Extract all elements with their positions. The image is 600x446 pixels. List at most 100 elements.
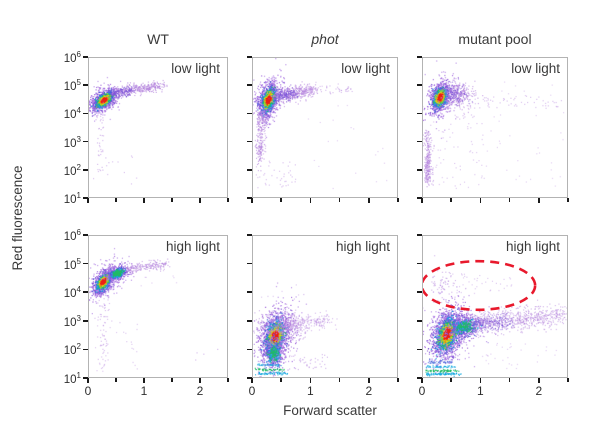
x-axis-tick — [567, 378, 569, 382]
y-axis-tick — [247, 140, 252, 143]
condition-label: low light — [171, 61, 220, 76]
y-axis-tick — [247, 112, 252, 115]
y-axis-tick — [247, 197, 252, 199]
x-axis-tick — [450, 378, 452, 382]
y-axis-tick — [417, 56, 422, 58]
density-scatter-canvas — [253, 236, 397, 377]
column-title-mutant-pool: mutant pool — [458, 31, 532, 47]
x-axis-tick — [397, 198, 399, 202]
density-scatter-canvas — [253, 58, 397, 197]
x-axis-tick — [567, 198, 569, 202]
x-axis-tick — [251, 378, 253, 383]
x-axis-tick — [251, 198, 253, 203]
x-axis-tick — [143, 198, 145, 203]
y-axis-tick — [83, 377, 88, 379]
y-tick-label: 102 — [63, 162, 81, 178]
y-axis-tick — [247, 262, 252, 265]
y-axis-tick — [247, 348, 252, 351]
y-axis-tick — [83, 262, 88, 265]
y-axis-tick — [247, 84, 252, 86]
x-axis-tick — [115, 198, 117, 202]
x-axis-tick — [368, 378, 370, 383]
condition-label: high light — [165, 239, 220, 254]
y-axis-tick — [247, 320, 252, 322]
x-tick-label: 1 — [477, 384, 484, 398]
y-tick-label: 101 — [63, 191, 81, 206]
x-axis-tick — [309, 198, 312, 203]
condition-label: high light — [505, 239, 560, 254]
x-tick-label: 0 — [84, 384, 92, 398]
x-axis-tick — [280, 198, 282, 202]
scatter-panel-wt-high-light: high light — [88, 235, 228, 378]
scatter-panel-wt-low-light: low light — [88, 57, 228, 198]
y-axis-tick — [83, 234, 88, 236]
y-axis-tick — [417, 112, 422, 115]
x-axis-tick — [368, 198, 370, 203]
x-axis-tick — [309, 378, 312, 383]
column-title-phot: phot — [311, 31, 339, 47]
y-axis-tick — [83, 84, 88, 86]
x-axis-tick — [143, 378, 145, 383]
y-axis-tick — [417, 348, 422, 351]
condition-label: low light — [341, 61, 390, 76]
x-axis-tick — [538, 378, 540, 383]
x-tick-label: 1 — [140, 384, 148, 398]
y-axis-tick — [417, 197, 422, 199]
x-axis-tick — [87, 198, 89, 203]
x-tick-label: 0 — [248, 384, 256, 398]
x-axis-tick — [508, 198, 511, 202]
y-tick-label: 105 — [63, 256, 81, 272]
y-tick-label: 103 — [63, 134, 81, 150]
x-axis-tick — [280, 378, 282, 382]
x-axis-tick — [450, 198, 452, 202]
y-axis-tick — [83, 140, 88, 143]
y-tick-label: 102 — [63, 342, 81, 358]
y-tick-label: 106 — [63, 228, 81, 243]
y-axis-tick — [417, 234, 422, 236]
x-tick-label: 2 — [365, 384, 373, 398]
column-title-wt: WT — [147, 31, 169, 47]
scatter-panel-phot-low-light: low light — [252, 57, 398, 198]
density-scatter-canvas — [423, 236, 567, 377]
x-axis-tick — [171, 378, 173, 382]
x-axis-tick — [338, 198, 341, 202]
scatter-panel-mutant-pool-high-light: high light — [422, 235, 568, 378]
y-axis-tick — [247, 291, 252, 293]
density-scatter-canvas — [89, 236, 227, 377]
x-axis-tick — [199, 378, 201, 383]
y-axis-tick — [247, 56, 252, 58]
y-axis-tick — [83, 56, 88, 58]
density-scatter-canvas — [423, 58, 567, 197]
x-axis-tick — [508, 378, 511, 382]
y-axis-tick — [417, 140, 422, 143]
y-tick-label: 104 — [63, 285, 81, 301]
y-axis-tick — [417, 169, 422, 171]
x-axis-tick — [538, 198, 540, 203]
y-tick-label: 101 — [63, 371, 81, 386]
y-axis-tick — [247, 169, 252, 171]
y-tick-label: 103 — [63, 313, 81, 329]
x-tick-label: 1 — [307, 384, 314, 398]
scatter-panel-mutant-pool-low-light: low light — [422, 57, 568, 198]
y-axis-tick — [417, 320, 422, 322]
x-axis-tick — [115, 378, 117, 382]
x-axis-tick — [227, 378, 229, 382]
x-axis-tick — [421, 378, 423, 383]
x-axis-tick — [479, 198, 482, 203]
condition-label: high light — [335, 239, 390, 254]
y-axis-tick — [83, 197, 88, 199]
y-axis-tick — [83, 169, 88, 171]
scatter-panel-phot-high-light: high light — [252, 235, 398, 378]
y-tick-label: 106 — [63, 50, 81, 65]
y-tick-label: 104 — [63, 106, 81, 122]
x-axis-tick — [227, 198, 229, 202]
y-axis-tick — [83, 348, 88, 351]
y-axis-tick — [417, 84, 422, 86]
x-axis-label: Forward scatter — [283, 403, 377, 418]
x-axis-tick — [87, 378, 89, 383]
y-tick-label: 105 — [63, 78, 81, 94]
y-axis-tick — [247, 234, 252, 236]
x-tick-label: 2 — [535, 384, 543, 398]
y-axis-tick — [247, 377, 252, 379]
